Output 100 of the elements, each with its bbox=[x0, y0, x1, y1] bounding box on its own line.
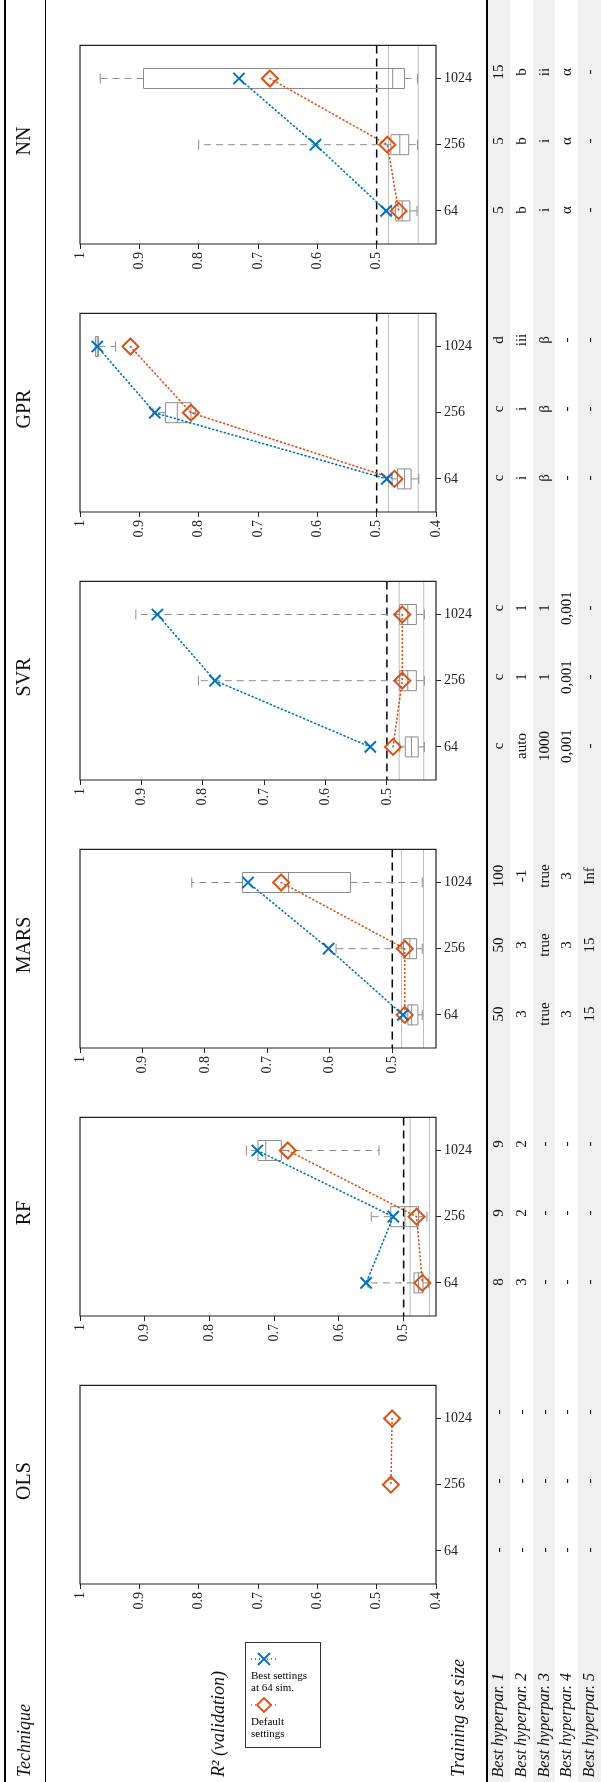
text: b bbox=[511, 205, 530, 214]
x-tick-label: 1 bbox=[71, 252, 87, 259]
text: Best hyperpar. 1 bbox=[488, 1672, 508, 1777]
x-tick-label: 0.7 bbox=[259, 1056, 275, 1074]
text: 2 bbox=[511, 1140, 530, 1149]
text: - bbox=[534, 1409, 553, 1415]
text: true bbox=[534, 933, 553, 957]
text: c bbox=[489, 742, 507, 749]
text: iii bbox=[511, 334, 530, 347]
y-tick-label: 256 bbox=[444, 1208, 465, 1224]
text: - bbox=[557, 1279, 576, 1285]
text: - bbox=[580, 207, 599, 213]
x-tick-label: 1 bbox=[71, 520, 87, 527]
point bbox=[384, 737, 403, 756]
text: auto bbox=[511, 732, 530, 759]
text: - bbox=[580, 1409, 599, 1415]
text: - bbox=[557, 1478, 576, 1484]
text: b bbox=[511, 137, 530, 145]
text: b bbox=[511, 68, 530, 77]
text: RF bbox=[12, 1200, 35, 1226]
x-tick-label: 0.4 bbox=[427, 1592, 443, 1610]
point bbox=[308, 138, 323, 152]
text: - bbox=[557, 1210, 576, 1216]
text: - bbox=[489, 1547, 507, 1553]
text: - bbox=[534, 1210, 553, 1216]
text: c bbox=[489, 474, 507, 481]
x-tick-label: 0.9 bbox=[134, 1056, 150, 1074]
x-tick-label: 0.7 bbox=[265, 1324, 281, 1342]
text: 9 bbox=[489, 1209, 507, 1217]
x-tick-label: 0.4 bbox=[427, 520, 443, 538]
text: - bbox=[557, 1141, 576, 1147]
point bbox=[393, 671, 412, 690]
text: Best hyperpar. 2 bbox=[510, 1672, 531, 1777]
point bbox=[121, 337, 140, 356]
text: - bbox=[580, 406, 599, 412]
text: α bbox=[557, 68, 576, 77]
text: i bbox=[511, 475, 530, 480]
x-tick-label: 0.9 bbox=[131, 1592, 147, 1610]
x-tick-label: 0.6 bbox=[317, 788, 333, 806]
text: 100 bbox=[489, 865, 507, 888]
y-tick-label: 256 bbox=[444, 136, 465, 152]
point bbox=[321, 942, 336, 956]
x-tick-label: 0.6 bbox=[330, 1324, 346, 1342]
text: 15 bbox=[580, 1006, 599, 1022]
x-tick-label: 0.8 bbox=[196, 1056, 212, 1074]
x-tick-label: 0.8 bbox=[190, 520, 206, 538]
text: 50 bbox=[489, 937, 507, 953]
text: - bbox=[557, 1547, 576, 1553]
y-tick-label: 64 bbox=[444, 202, 458, 218]
text: - bbox=[580, 337, 599, 343]
text: - bbox=[534, 1279, 553, 1285]
text: 3 bbox=[511, 1009, 530, 1018]
text: 3 bbox=[557, 1009, 576, 1018]
text: OLS bbox=[12, 1462, 35, 1500]
y-tick-label: 1024 bbox=[444, 606, 472, 622]
y-tick-label: 64 bbox=[444, 1006, 458, 1022]
y-tick-label: 1024 bbox=[444, 1410, 472, 1426]
text: NN bbox=[12, 126, 35, 156]
text: β bbox=[534, 473, 553, 482]
text: 3 bbox=[557, 941, 576, 949]
x-tick-label: 0.6 bbox=[321, 1056, 337, 1074]
text: 0,001 bbox=[557, 728, 576, 763]
y-tick-label: 256 bbox=[444, 940, 465, 956]
y-tick-label: 64 bbox=[444, 470, 458, 486]
text: - bbox=[580, 138, 599, 144]
y-tick-label: 64 bbox=[444, 738, 458, 754]
text: 15 bbox=[489, 64, 507, 80]
text: 1 bbox=[511, 604, 530, 613]
x-tick-label: 0.5 bbox=[395, 1324, 411, 1342]
point bbox=[395, 939, 414, 958]
text: i bbox=[534, 207, 553, 212]
text: 1 bbox=[534, 604, 553, 613]
text: - bbox=[534, 1141, 553, 1147]
point bbox=[181, 403, 200, 422]
x-tick-label: 0.9 bbox=[131, 252, 147, 270]
x-tick-label: 0.7 bbox=[249, 520, 265, 538]
text: - bbox=[557, 1409, 576, 1415]
text: Training set size bbox=[448, 1658, 469, 1777]
text: 3 bbox=[511, 941, 530, 949]
y-tick-label: 256 bbox=[444, 1476, 465, 1492]
point bbox=[393, 605, 412, 624]
text: - bbox=[580, 1478, 599, 1484]
x-tick-label: 0.5 bbox=[368, 520, 384, 538]
x-tick-label: 1 bbox=[71, 1324, 87, 1331]
text: - bbox=[580, 69, 599, 75]
point bbox=[148, 406, 162, 420]
text: β bbox=[534, 405, 553, 413]
x-tick-label: 0.9 bbox=[133, 788, 149, 806]
text: - bbox=[511, 1409, 530, 1415]
text: - bbox=[580, 475, 599, 481]
text: 9 bbox=[489, 1140, 507, 1149]
text: 1000 bbox=[534, 730, 553, 761]
point bbox=[241, 875, 255, 890]
text: - bbox=[511, 1547, 530, 1553]
point bbox=[389, 201, 408, 220]
text: Best hyperpar. 3 bbox=[533, 1672, 554, 1777]
text: 3 bbox=[557, 872, 576, 881]
text: i bbox=[534, 138, 553, 144]
text: - bbox=[489, 1409, 507, 1415]
x-tick-label: 0.6 bbox=[309, 1592, 325, 1610]
